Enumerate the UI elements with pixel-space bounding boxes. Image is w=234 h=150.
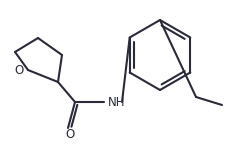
Text: O: O — [14, 63, 24, 76]
Text: NH: NH — [108, 96, 125, 108]
Text: O: O — [65, 129, 75, 141]
